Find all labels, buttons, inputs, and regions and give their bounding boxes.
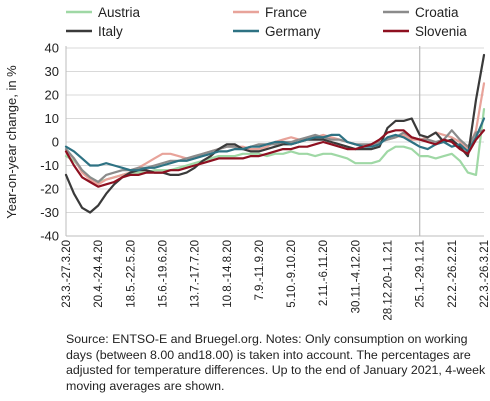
x-tick-label: 23.3.-27.3.20 — [61, 240, 73, 308]
x-tick-label: 18.5.-22.5.20 — [125, 240, 137, 308]
y-tick-label: -40 — [40, 229, 59, 244]
y-tick-label: 20 — [45, 88, 59, 103]
axes — [65, 46, 484, 237]
series-line-austria — [64, 107, 486, 184]
x-tick-label: 28.12.20-1.1.21 — [383, 240, 395, 321]
source-note: Source: ENTSO-E and Bruegel.org. Notes: … — [66, 332, 486, 393]
x-tick-label: 20.4.-24.4.20 — [93, 240, 105, 308]
y-tick-labels: -40 -30 -20 -10 0 10 20 30 40 — [40, 41, 59, 244]
x-tick-label: 25.1.-29.1.21 — [415, 240, 427, 308]
y-tick-label: -30 — [40, 205, 59, 220]
y-tick-label: -20 — [40, 182, 59, 197]
x-tick-labels: 23.3.-27.3.20 20.4.-24.4.20 18.5.-22.5.20 1… — [61, 240, 490, 321]
x-tick-label: 30.11.-4.12.20 — [350, 240, 362, 313]
legend-label-italy: Italy — [98, 24, 123, 39]
legend-label-croatia: Croatia — [415, 5, 459, 20]
x-tick-label: 13.7.-17.7.20 — [190, 240, 202, 308]
y-tick-label: 30 — [45, 64, 59, 79]
legend: Austria France Croatia Italy Germany Slovenia — [66, 5, 467, 39]
y-tick-label: 40 — [45, 41, 59, 56]
y-tick-label: 10 — [45, 111, 59, 126]
series-lines — [64, 53, 486, 214]
legend-label-austria: Austria — [98, 5, 141, 20]
x-tick-label: 2.11.-6.11.20 — [318, 240, 330, 306]
legend-label-slovenia: Slovenia — [415, 24, 467, 39]
series-line-germany — [64, 117, 486, 172]
gridlines — [66, 47, 484, 237]
legend-label-germany: Germany — [265, 24, 321, 39]
y-tick-label: -10 — [40, 158, 59, 173]
x-tick-label: 22.3.-26.3.21 — [479, 240, 490, 308]
x-tick-label: 22.2.-26.2.21 — [447, 240, 459, 308]
series-line-slovenia — [64, 129, 486, 188]
x-tick-label: 15.6.-19.6.20 — [157, 240, 169, 308]
y-axis-label: Year-on-year change, in % — [4, 65, 19, 219]
line-chart: Austria France Croatia Italy Germany Slovenia… — [4, 5, 490, 321]
legend-label-france: France — [265, 5, 307, 20]
x-tick-label: 10.8.-14.8.20 — [222, 240, 234, 308]
x-tick-label: 7.9.-11.9.20 — [254, 240, 266, 301]
y-tick-label: 0 — [52, 135, 59, 150]
x-tick-label: 5.10.-9.10.20 — [286, 240, 298, 308]
